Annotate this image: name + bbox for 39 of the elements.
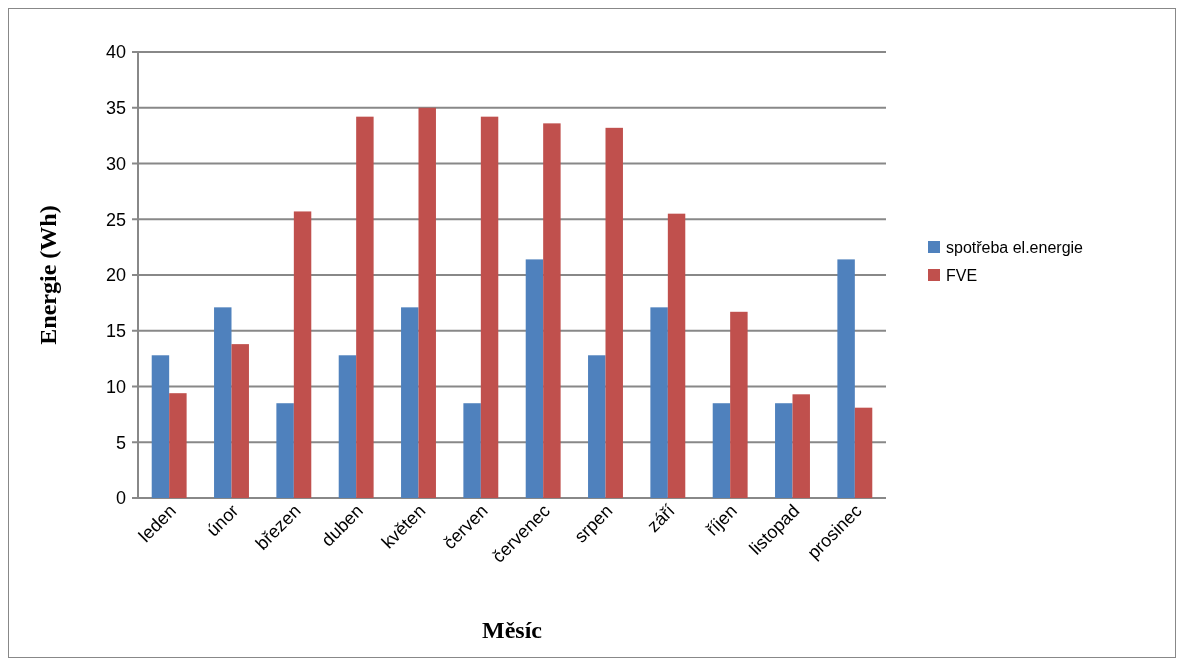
bar (418, 107, 436, 498)
bar (605, 127, 623, 498)
y-axis-title: Energie (Wh) (35, 205, 61, 345)
bar (837, 259, 855, 498)
x-tick-label: září (643, 500, 679, 537)
bar (480, 116, 499, 498)
bar (214, 307, 232, 498)
bar (667, 213, 686, 498)
bar (463, 403, 481, 498)
y-tick-label: 25 (105, 209, 126, 230)
legend-label: spotřeba el.energie (946, 238, 1084, 256)
x-axis-title: Měsíc (482, 617, 543, 643)
bar (712, 403, 731, 498)
y-tick-label: 40 (105, 42, 126, 63)
bar (401, 307, 419, 498)
y-tick-label: 15 (105, 321, 126, 342)
bar (338, 355, 357, 498)
bar (276, 403, 294, 498)
bar (730, 311, 748, 498)
bar (792, 394, 810, 498)
bar (775, 403, 793, 498)
bar (543, 123, 561, 498)
bar (169, 393, 187, 498)
bar (588, 355, 606, 498)
bar (650, 307, 668, 498)
x-tick-label: říjen (702, 500, 741, 540)
legend-label: FVE (946, 266, 978, 284)
bar (525, 259, 544, 498)
y-tick-label: 5 (115, 432, 126, 453)
y-tick-label: 30 (105, 153, 126, 174)
y-tick-label: 20 (105, 265, 126, 286)
bar (151, 355, 170, 498)
y-tick-label: 35 (105, 98, 126, 119)
bar (231, 344, 249, 498)
bar (854, 407, 873, 498)
bar (293, 211, 312, 498)
y-tick-label: 10 (105, 376, 126, 397)
y-tick-label: 0 (115, 488, 126, 509)
bar (356, 116, 374, 498)
